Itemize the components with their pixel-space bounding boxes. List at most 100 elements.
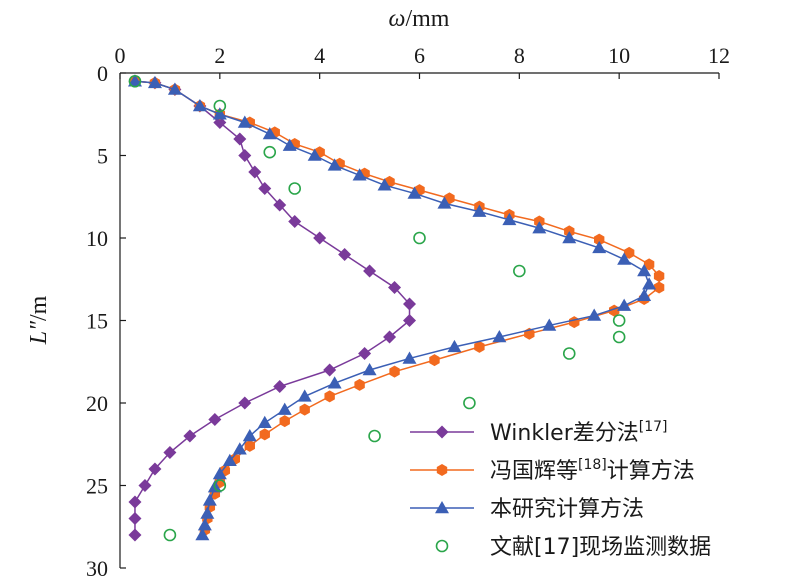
legend-series-name: 本研究计算方法 — [490, 497, 644, 522]
legend-series-name: 冯国辉等 — [490, 459, 578, 484]
data-point — [358, 347, 372, 360]
y-axis-title-symbol: L″ — [26, 320, 52, 345]
data-point — [222, 453, 237, 466]
series-1 — [128, 74, 417, 542]
data-point — [277, 402, 292, 415]
data-point — [403, 297, 417, 311]
data-point — [183, 429, 197, 443]
legend-series-name: 文献 — [490, 535, 534, 560]
data-point — [244, 439, 255, 452]
data-point — [592, 240, 607, 254]
x-tick-label: 2 — [214, 43, 225, 68]
data-point — [587, 308, 602, 321]
data-point — [263, 145, 277, 159]
data-point — [362, 363, 377, 376]
legend-label: 本研究计算方法 — [490, 497, 644, 522]
y-tick-label: 20 — [86, 391, 108, 416]
x-axis-title-unit: /mm — [405, 6, 449, 32]
data-point — [299, 403, 310, 416]
legend-series-suffix: [17]现场监测数据 — [534, 535, 711, 560]
data-point — [617, 252, 632, 265]
y-tick-label: 30 — [86, 556, 108, 581]
legend-item: 本研究计算方法 — [410, 497, 644, 522]
legend-item: 冯国辉等[18]计算方法 — [410, 457, 695, 484]
data-point — [262, 127, 277, 140]
legend-item: 文献[17]现场监测数据 — [435, 535, 711, 560]
legend-series-ref: [18] — [578, 457, 607, 473]
data-point — [463, 396, 476, 410]
data-point — [447, 339, 462, 353]
data-point — [195, 528, 210, 541]
data-point — [313, 231, 327, 245]
data-point — [148, 462, 162, 476]
x-tick-label: 6 — [414, 43, 425, 68]
x-tick-label: 4 — [314, 43, 325, 68]
data-point — [643, 258, 655, 271]
data-point — [413, 231, 426, 245]
data-point — [163, 446, 177, 459]
legend-series-suffix: 计算方法 — [607, 459, 695, 484]
data-point — [642, 277, 657, 290]
data-point — [213, 99, 227, 113]
data-point — [213, 479, 227, 492]
data-point — [532, 221, 547, 234]
series-layer — [127, 74, 665, 542]
x-tick-label: 0 — [115, 43, 126, 68]
data-point — [403, 314, 417, 327]
data-point — [383, 330, 397, 344]
x-axis-ticks: 0 2 4 6 8 10 12 — [115, 43, 730, 79]
legend-marker — [435, 425, 449, 439]
data-point — [288, 215, 302, 228]
data-point — [402, 351, 417, 364]
legend-series-name: Winkler差分法 — [490, 421, 639, 446]
data-point — [323, 363, 337, 377]
data-point — [202, 493, 217, 506]
series-3 — [127, 74, 657, 541]
y-axis-title-unit: /m — [26, 295, 52, 321]
legend: Winkler差分法[17] 冯国辉等[18]计算方法本研究计算方法文献[17]现… — [410, 419, 711, 560]
data-point — [327, 376, 342, 389]
data-point — [327, 158, 342, 171]
data-point — [612, 314, 626, 327]
data-point — [429, 354, 440, 367]
data-point — [127, 74, 142, 87]
data-point — [562, 347, 576, 360]
legend-label: Winkler差分法[17] — [490, 419, 668, 446]
y-axis-ticks: 0 5 10 15 20 25 30 — [86, 61, 126, 581]
data-point — [542, 318, 557, 331]
data-point — [197, 518, 212, 531]
data-point — [163, 528, 177, 542]
legend-marker — [436, 464, 448, 476]
data-point — [562, 231, 577, 244]
data-point — [128, 495, 142, 509]
data-point — [273, 198, 287, 212]
data-point — [208, 413, 222, 426]
x-axis-title-symbol: ω — [389, 6, 406, 32]
data-point — [474, 340, 485, 353]
data-point — [248, 165, 262, 179]
data-point — [212, 466, 227, 480]
y-tick-label: 0 — [97, 61, 108, 86]
series-4 — [128, 74, 626, 542]
data-point — [653, 281, 665, 294]
data-point — [232, 442, 247, 455]
legend-marker — [435, 501, 449, 514]
y-tick-label: 15 — [86, 309, 108, 334]
data-point — [407, 186, 422, 199]
data-point — [594, 233, 605, 246]
data-point — [282, 138, 297, 151]
legend-label: 冯国辉等[18]计算方法 — [490, 457, 695, 484]
x-axis-title: ω/mm — [389, 6, 450, 32]
data-point — [388, 281, 402, 294]
data-point — [233, 132, 247, 146]
data-point — [637, 264, 652, 277]
data-point — [569, 316, 580, 329]
data-point — [128, 528, 142, 542]
data-point — [617, 298, 632, 311]
data-point — [242, 429, 257, 442]
data-point — [128, 512, 142, 525]
x-tick-label: 10 — [608, 43, 630, 68]
data-point — [258, 182, 272, 195]
data-point — [167, 82, 182, 95]
